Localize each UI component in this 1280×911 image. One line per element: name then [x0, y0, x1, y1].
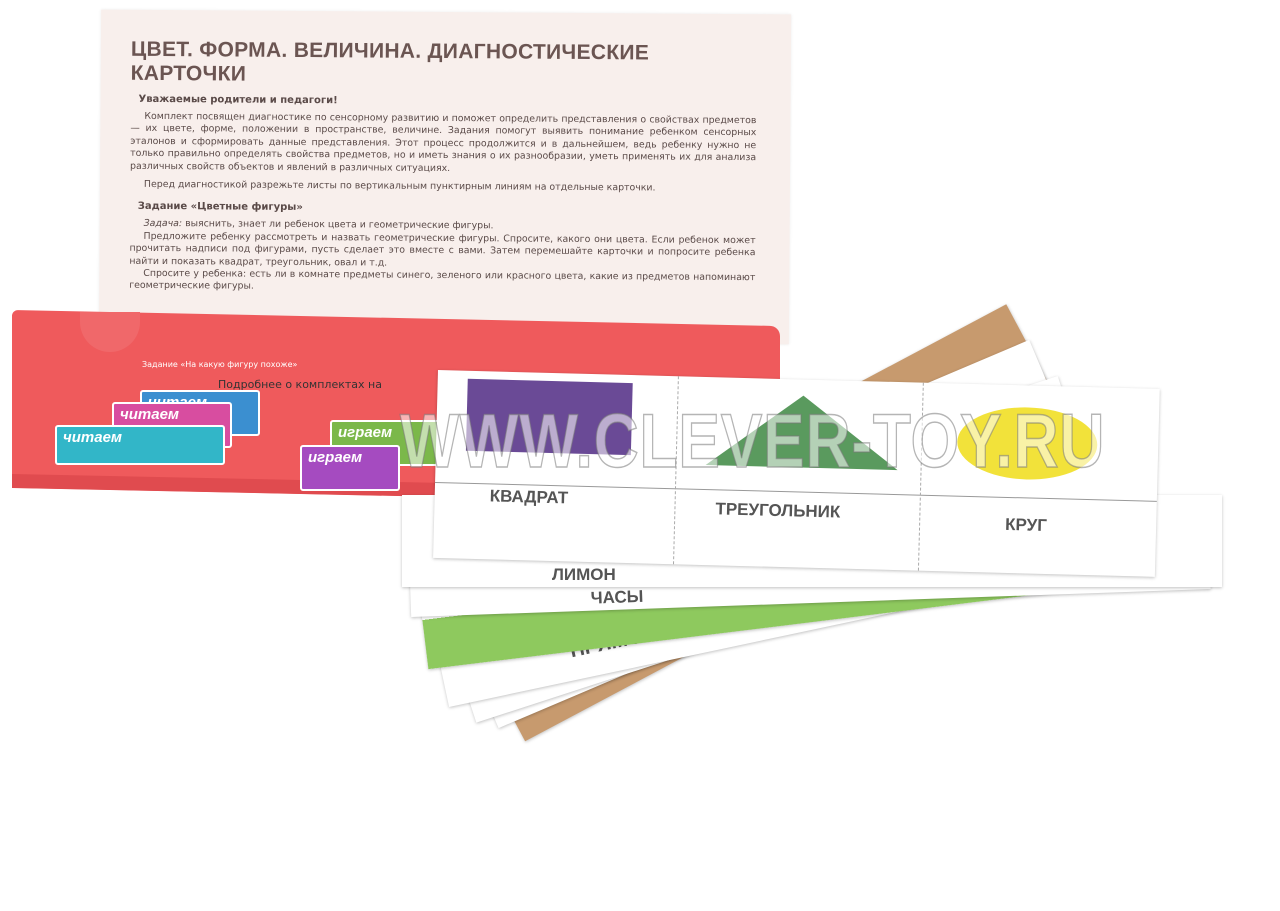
- card-label: КВАДРАТ: [489, 486, 569, 508]
- card-label: КРУГ: [1004, 514, 1048, 535]
- envelope-more-text: Подробнее о комплектах на: [218, 378, 382, 391]
- card-label: ЛИМОН: [552, 565, 616, 584]
- card-label: ЧАСЫ: [590, 586, 644, 608]
- booklet: играем: [300, 445, 400, 491]
- task-paragraph-2: Спросите у ребенка: есть ли в комнате пр…: [129, 267, 756, 293]
- instruction-sheet: ЦВЕТ. ФОРМА. ВЕЛИЧИНА. ДИАГНОСТИЧЕСКИЕ К…: [98, 9, 792, 345]
- sheet-title: ЦВЕТ. ФОРМА. ВЕЛИЧИНА. ДИАГНОСТИЧЕСКИЕ К…: [130, 37, 650, 86]
- task-goal: выяснить, знает ли ребенок цвета и геоме…: [185, 218, 494, 232]
- intro-text: Комплект посвящен диагностике по сенсорн…: [130, 110, 757, 174]
- shapes-card: КВАДРАТ ТРЕУГОЛЬНИК КРУГ: [433, 370, 1160, 577]
- booklet: читаем: [55, 425, 225, 465]
- greeting: Уважаемые родители и педагоги!: [138, 93, 338, 107]
- task-title: Задание «Цветные фигуры»: [137, 201, 303, 214]
- cut-note: Перед диагностикой разрежьте листы по ве…: [143, 178, 656, 194]
- task-paragraph-1: Предложите ребенку рассмотреть и назвать…: [129, 230, 756, 269]
- green-triangle: [705, 395, 898, 471]
- watermark: WWW.CLEVER-TOY.RU: [399, 398, 1106, 485]
- envelope-task-text: Задание «На какую фигуру похоже»: [142, 360, 298, 369]
- card-label: ТРЕУГОЛЬНИК: [715, 499, 841, 522]
- task-label: Задача:: [143, 218, 183, 230]
